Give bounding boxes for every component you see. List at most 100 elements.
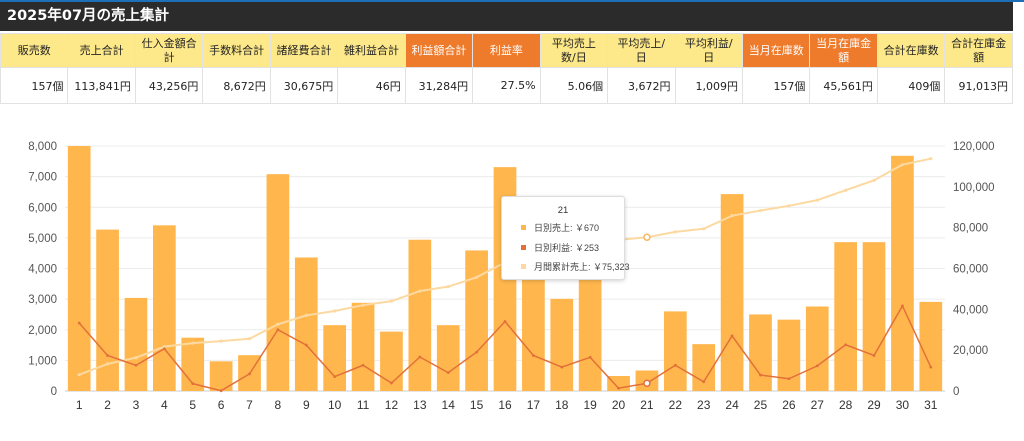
daily-profit-point[interactable]	[872, 354, 876, 357]
cumulative-sales-point[interactable]	[702, 227, 706, 231]
cumulative-sales-point[interactable]	[418, 289, 422, 293]
daily-profit-point[interactable]	[191, 382, 195, 386]
cumulative-sales-point[interactable]	[191, 341, 195, 345]
cumulative-sales-point[interactable]	[389, 299, 394, 303]
summary-value-cell: 30,675円	[269, 67, 339, 104]
daily-profit-point[interactable]	[531, 354, 535, 357]
sales-bar[interactable]	[209, 361, 233, 391]
sales-bar[interactable]	[578, 275, 602, 391]
sales-bar[interactable]	[96, 229, 119, 391]
cumulative-sales-point[interactable]	[730, 214, 734, 218]
daily-profit-point[interactable]	[844, 343, 848, 347]
daily-profit-point[interactable]	[446, 371, 450, 375]
sales-bar[interactable]	[522, 275, 545, 391]
sales-bar[interactable]	[380, 331, 403, 391]
sales-bar[interactable]	[266, 174, 290, 391]
cumulative-sales-point[interactable]	[219, 339, 223, 343]
hovered-profit-point[interactable]	[643, 379, 651, 388]
sales-bar[interactable]	[862, 242, 886, 391]
top-accent-line	[0, 0, 1024, 2]
cumulative-sales-point[interactable]	[276, 322, 280, 326]
sales-bar[interactable]	[749, 314, 772, 391]
cumulative-sales-point[interactable]	[333, 309, 337, 313]
x-tick-label: 4	[161, 398, 168, 412]
daily-profit-point[interactable]	[503, 320, 507, 323]
y-left-tick-label: 3,000	[28, 294, 57, 306]
daily-profit-point[interactable]	[361, 363, 365, 367]
hovered-cumulative-point[interactable]	[643, 233, 651, 241]
daily-profit-point[interactable]	[815, 364, 819, 368]
daily-profit-point[interactable]	[929, 365, 933, 369]
y-left-tick-label: 8,000	[28, 141, 57, 153]
cumulative-sales-point[interactable]	[815, 198, 819, 202]
daily-profit-point[interactable]	[588, 355, 592, 359]
cumulative-sales-point[interactable]	[872, 178, 876, 182]
cumulative-sales-point[interactable]	[673, 230, 677, 234]
summary-value-cell: 91,013円	[944, 67, 1013, 104]
cumulative-sales-point[interactable]	[929, 157, 933, 161]
sales-bar[interactable]	[919, 301, 943, 391]
y-left-tick-label: 6,000	[28, 202, 57, 214]
daily-profit-point[interactable]	[134, 363, 138, 367]
daily-profit-point[interactable]	[162, 347, 166, 351]
sales-chart: 0 1,000 2,000 3,000 4,000 5,000 6,000 7,000 8,00…	[28, 141, 994, 412]
daily-profit-point[interactable]	[901, 304, 904, 308]
daily-profit-point[interactable]	[106, 354, 109, 357]
sales-bar[interactable]	[834, 242, 857, 391]
daily-profit-point[interactable]	[219, 389, 223, 393]
cumulative-sales-point[interactable]	[77, 373, 81, 377]
cumulative-sales-point[interactable]	[134, 356, 138, 360]
summary-value-cell: 157個	[0, 67, 69, 104]
sales-bar[interactable]	[465, 250, 488, 391]
daily-profit-point[interactable]	[276, 328, 280, 332]
summary-header-cell: 合計在庫数	[876, 33, 946, 68]
sales-bar[interactable]	[550, 298, 574, 391]
sales-bar[interactable]	[663, 311, 687, 391]
daily-profit-point[interactable]	[333, 375, 337, 379]
daily-profit-point[interactable]	[759, 373, 762, 377]
sales-bar[interactable]	[67, 146, 91, 391]
daily-profit-point[interactable]	[77, 321, 81, 325]
daily-profit-point[interactable]	[702, 380, 706, 384]
sales-bar[interactable]	[351, 302, 375, 391]
cumulative-sales-point[interactable]	[304, 313, 308, 317]
sales-bar[interactable]	[805, 306, 829, 391]
cumulative-sales-point[interactable]	[361, 303, 365, 307]
sales-bar[interactable]	[436, 325, 460, 391]
cumulative-sales-point[interactable]	[475, 275, 479, 279]
x-tick-label: 10	[328, 398, 342, 412]
daily-profit-point[interactable]	[248, 372, 251, 376]
summary-header-cell: 利益額合計	[404, 33, 474, 68]
sales-bar[interactable]	[323, 325, 347, 391]
sales-bar[interactable]	[153, 225, 176, 391]
sales-bar[interactable]	[408, 239, 432, 391]
daily-profit-point[interactable]	[617, 386, 620, 390]
cumulative-sales-point[interactable]	[787, 204, 791, 208]
daily-profit-point[interactable]	[418, 355, 422, 359]
cumulative-sales-point[interactable]	[758, 208, 763, 213]
sales-bar[interactable]	[891, 155, 914, 391]
daily-profit-point[interactable]	[730, 334, 734, 338]
daily-profit-point[interactable]	[475, 350, 479, 354]
daily-profit-point[interactable]	[304, 343, 308, 347]
y-right-tick-label: 20,000	[953, 345, 988, 357]
daily-profit-point[interactable]	[390, 381, 393, 385]
summary-header-cell: 当月在庫金額	[809, 33, 878, 68]
sales-bar[interactable]	[777, 319, 801, 391]
sales-bar[interactable]	[124, 297, 148, 391]
cumulative-sales-point[interactable]	[900, 163, 905, 167]
daily-profit-point[interactable]	[673, 363, 677, 367]
summary-value-cell: 157個	[741, 67, 811, 104]
summary-header-row: 販売数 売上合計 仕入金額合計 手数料合計 諸経費合計 雑利益合計 利益額合計 利益率 平均売上…	[0, 33, 1013, 68]
cumulative-sales-point[interactable]	[247, 337, 252, 341]
cumulative-sales-point[interactable]	[162, 345, 166, 349]
y-left-tick-label: 4,000	[28, 264, 57, 276]
sales-bar[interactable]	[294, 257, 318, 391]
chart-tooltip: 21 日別売上: ￥670 日別利益: ￥253 月間累計売上: ￥75,323	[501, 196, 630, 280]
daily-profit-point[interactable]	[787, 377, 791, 381]
cumulative-sales-point[interactable]	[446, 285, 450, 289]
cumulative-sales-point[interactable]	[105, 362, 110, 366]
cumulative-sales-point[interactable]	[844, 188, 848, 192]
daily-profit-point[interactable]	[560, 365, 564, 369]
sales-bar[interactable]	[720, 194, 744, 391]
